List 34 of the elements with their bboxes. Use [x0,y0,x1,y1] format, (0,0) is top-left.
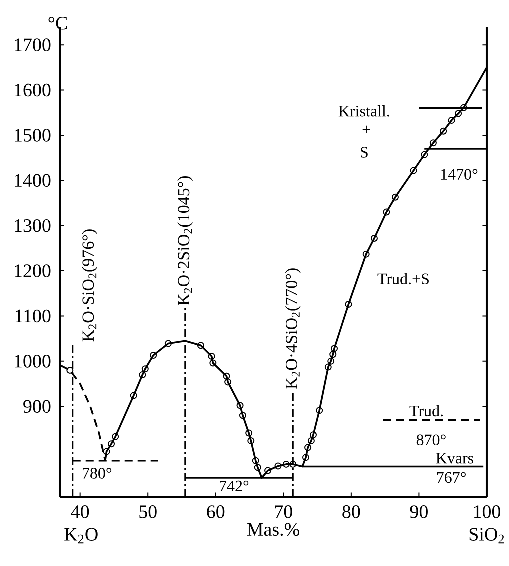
annotation: + [362,126,370,134]
y-tick-label: 1600 [15,84,51,97]
annotation: Trud. [410,405,443,417]
x-tick-label: 100 [474,506,500,518]
y-tick-label: 900 [24,400,51,414]
y-tick-label: 1200 [15,264,51,278]
annotation: Trud.+S [378,273,429,285]
x-tick-label: 50 [140,506,157,518]
x-tick-label: 90 [410,506,428,518]
y-tick-label: 1400 [15,174,51,188]
annotation: 742° [220,480,249,492]
x-tick-label: 70 [275,506,292,518]
ref-line-label: K$_{2}$O·SiO$_{2}$(976°) [82,230,98,342]
ref-line-label: K$_{2}$O·2SiO$_{2}$(1045°) [178,176,194,306]
annotation: 870° [416,434,446,446]
x-tick-label: 40 [71,506,90,518]
annotation: 780° [83,468,112,479]
annotation: 1470° [441,169,478,180]
y-tick-label: 1100 [16,310,51,323]
y-tick-label: 1000 [15,355,51,368]
text: K$_{2}$O [64,528,98,544]
annotation: 767° [437,472,466,484]
annotation: Kvars [436,453,474,464]
annotation: Kristall. [338,105,390,117]
y-tick-label: 1300 [15,219,51,232]
x-axis-title: Mas.% [247,523,300,536]
x-tick-label: 60 [207,506,225,518]
y-tick-label: 1700 [15,38,51,52]
y-tick-label: 1500 [15,129,51,142]
annotation: S [361,147,368,158]
x-tick-label: 80 [342,506,360,518]
ref-line-label: K$_{2}$O·4SiO$_{2}$(770°) [285,268,301,390]
text: SiO$_{2}$ [470,528,504,544]
y-axis-title: °C [48,16,68,30]
